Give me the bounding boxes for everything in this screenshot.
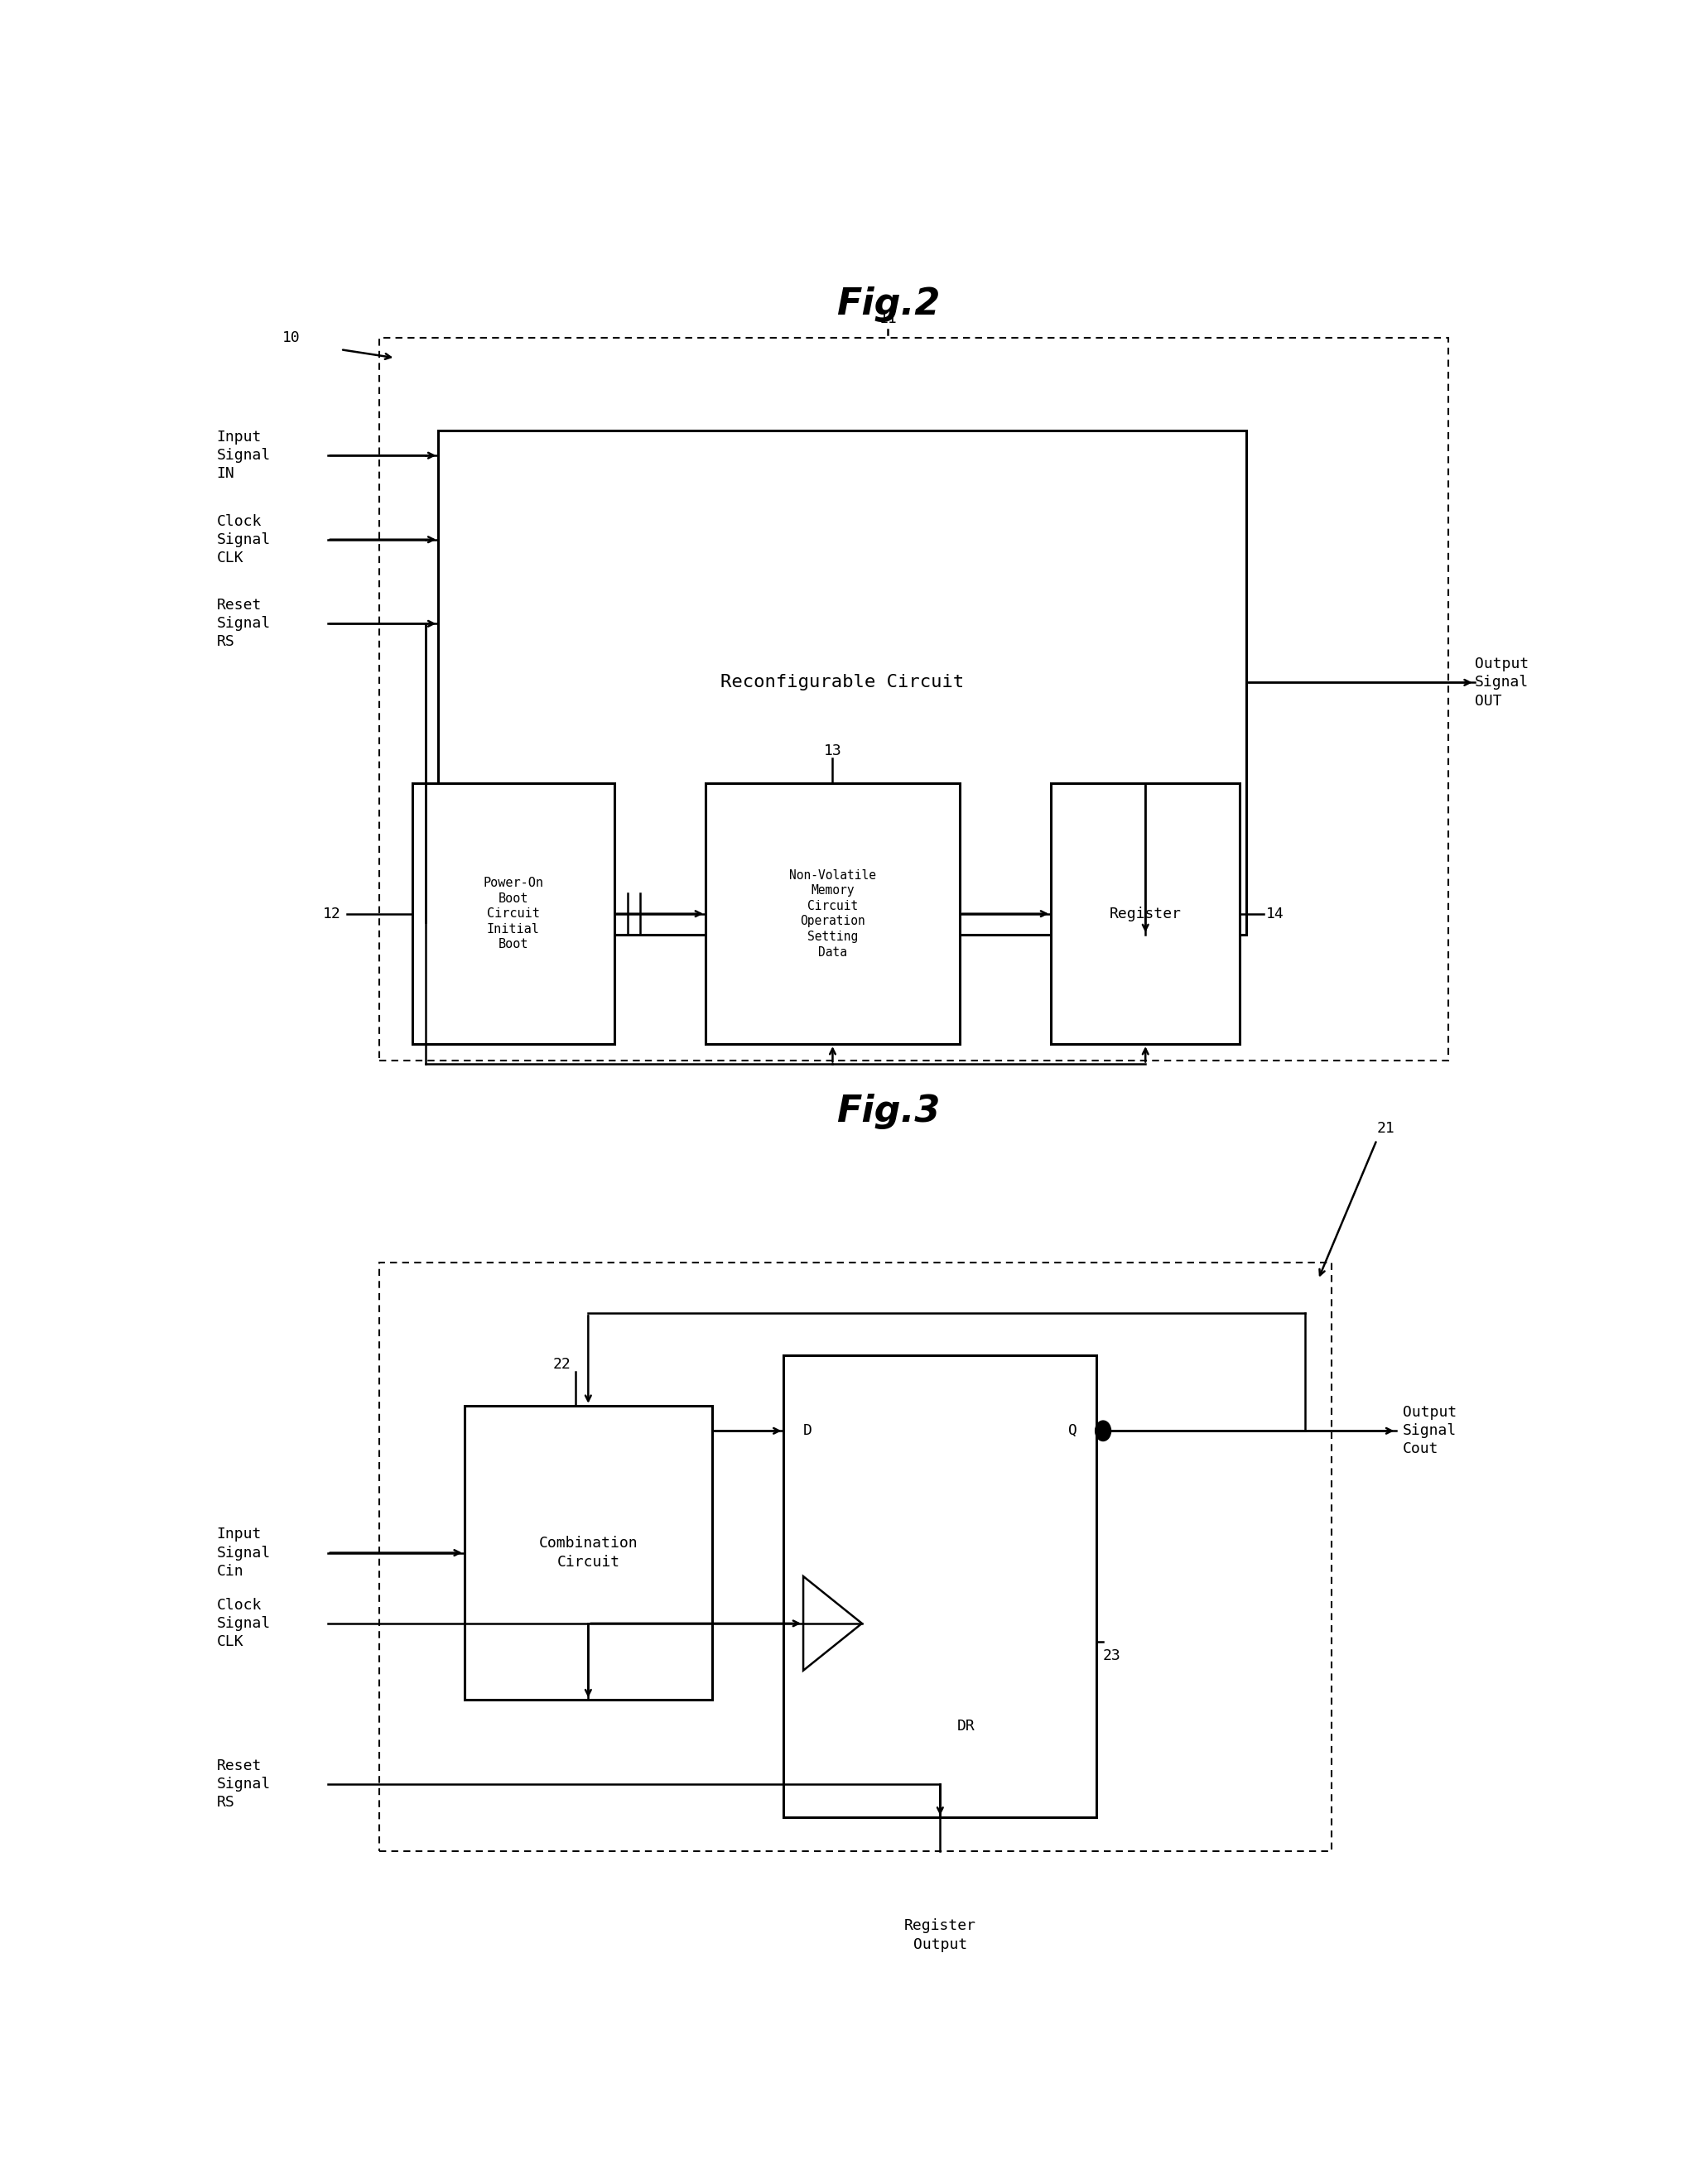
Circle shape <box>1094 1422 1111 1441</box>
Text: 10: 10 <box>282 330 299 345</box>
Text: Non-Volatile
Memory
Circuit
Operation
Setting
Data: Non-Volatile Memory Circuit Operation Se… <box>788 869 876 959</box>
Text: Output
Signal
OUT: Output Signal OUT <box>1474 657 1528 708</box>
Text: Clock
Signal
CLK: Clock Signal CLK <box>217 513 271 566</box>
Text: 22: 22 <box>553 1356 572 1372</box>
Text: Input
Signal
Cin: Input Signal Cin <box>217 1527 271 1579</box>
Bar <box>380 1262 1330 1852</box>
Bar <box>464 1406 711 1699</box>
Text: Combination
Circuit: Combination Circuit <box>538 1535 637 1570</box>
Text: 14: 14 <box>1266 906 1283 922</box>
Bar <box>1051 784 1239 1044</box>
Text: DR: DR <box>956 1719 975 1734</box>
Text: Register
Output: Register Output <box>904 1918 975 1952</box>
Text: D: D <box>804 1424 812 1439</box>
Bar <box>439 430 1246 935</box>
Text: Q: Q <box>1067 1424 1076 1439</box>
Text: 21: 21 <box>1377 1120 1394 1136</box>
Text: Fig.3: Fig.3 <box>835 1094 940 1129</box>
Bar <box>380 339 1447 1061</box>
Text: Reset
Signal
RS: Reset Signal RS <box>217 598 271 649</box>
Text: Input
Signal
IN: Input Signal IN <box>217 430 271 480</box>
Text: Fig.2: Fig.2 <box>835 286 940 321</box>
Bar <box>412 784 614 1044</box>
Text: 12: 12 <box>323 906 340 922</box>
Text: 11: 11 <box>879 310 896 325</box>
Text: 23: 23 <box>1103 1649 1121 1664</box>
Text: 13: 13 <box>824 743 840 758</box>
Text: Register: Register <box>1109 906 1180 922</box>
Text: Reset
Signal
RS: Reset Signal RS <box>217 1758 271 1811</box>
Text: Clock
Signal
CLK: Clock Signal CLK <box>217 1597 271 1649</box>
Text: Reconfigurable Circuit: Reconfigurable Circuit <box>719 675 963 690</box>
Text: Power-On
Boot
Circuit
Initial
Boot: Power-On Boot Circuit Initial Boot <box>482 876 543 950</box>
Bar <box>783 1354 1096 1817</box>
Text: Output
Signal
Cout: Output Signal Cout <box>1402 1404 1456 1457</box>
Bar <box>706 784 960 1044</box>
